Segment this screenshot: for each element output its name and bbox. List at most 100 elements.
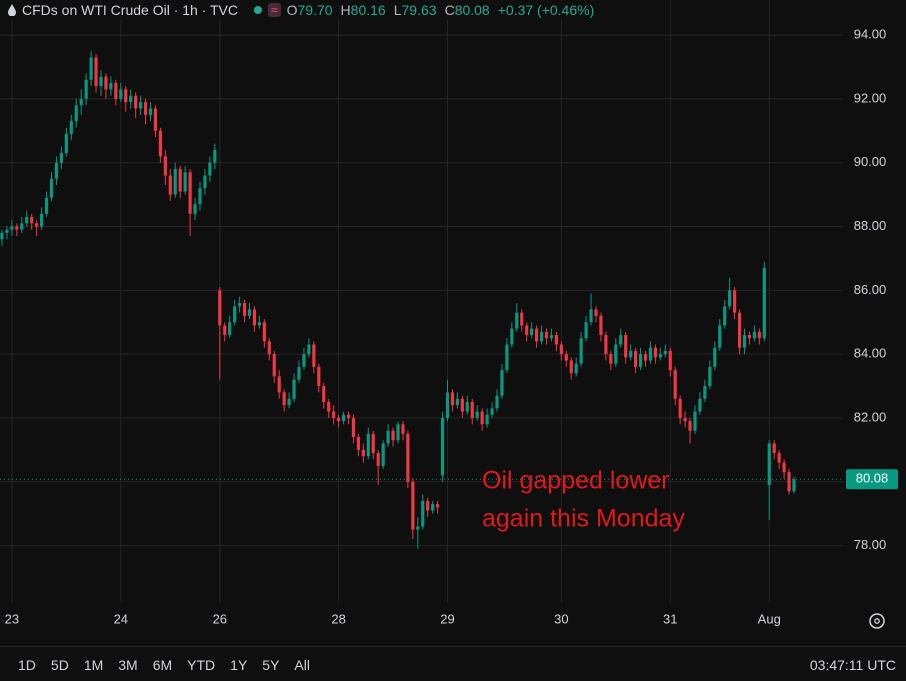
candle-body: [153, 108, 158, 131]
candle-body: [737, 312, 742, 348]
candle-body: [554, 335, 558, 345]
candle-body: [0, 232, 4, 240]
candle-body: [114, 82, 118, 99]
candle-body: [589, 309, 593, 323]
candle-body: [238, 303, 242, 307]
range-button[interactable]: 1M: [83, 656, 104, 673]
y-tick-label: 78.00: [854, 537, 887, 552]
candle-body: [708, 366, 712, 387]
candle-body: [262, 322, 266, 342]
candle-body: [20, 223, 24, 230]
candle-body: [579, 338, 583, 364]
toolbar: 1D 5D 1M 3M 6M YTD 1Y 5Y All 03:47:11 UTC: [0, 646, 906, 681]
candle-body: [252, 309, 257, 326]
candle-body: [134, 95, 138, 109]
candle-body: [183, 172, 187, 192]
candle-body: [223, 325, 227, 335]
candle-body: [782, 462, 786, 473]
candle-body: [277, 376, 281, 393]
ohlc-value: 80.08: [454, 2, 490, 18]
candle-body: [495, 395, 499, 409]
candle-body: [762, 268, 766, 339]
candle-body: [64, 134, 68, 154]
candle-body: [792, 479, 796, 492]
candle-body: [173, 169, 177, 195]
candle-body: [485, 414, 489, 425]
candle-body: [267, 341, 271, 355]
candle-body: [297, 366, 301, 380]
candle-body: [668, 350, 672, 371]
last-price-label: 80.08: [856, 471, 889, 486]
candle-body: [188, 172, 192, 214]
range-button[interactable]: YTD: [187, 656, 216, 673]
candle-body: [10, 226, 14, 230]
candle-body: [757, 331, 761, 339]
range-button[interactable]: 1D: [18, 656, 36, 673]
candle-body: [366, 433, 370, 457]
candle-body: [376, 453, 380, 466]
candle-body: [643, 354, 648, 361]
candle-body: [723, 306, 727, 326]
y-tick-label: 94.00: [854, 27, 887, 42]
candle-body: [381, 443, 385, 466]
range-button[interactable]: 3M: [118, 656, 138, 673]
candle-body: [752, 331, 756, 339]
candle-body: [505, 344, 509, 371]
candle-body: [599, 315, 603, 335]
candle-body: [624, 335, 628, 358]
candle-body: [143, 102, 148, 115]
candle-body: [733, 290, 737, 313]
candle-body: [411, 481, 415, 530]
candle-body: [455, 398, 459, 406]
candle-body: [317, 366, 321, 387]
candle-body: [371, 433, 375, 454]
y-tick-label: 92.00: [854, 90, 887, 105]
ohlc-key: L: [393, 2, 402, 18]
candle-body: [584, 322, 588, 339]
candle-body: [450, 392, 455, 406]
candle-body: [703, 386, 707, 399]
range-button[interactable]: 1Y: [230, 656, 248, 673]
candle-body: [525, 325, 529, 335]
candle-body: [158, 130, 162, 157]
candle-body: [346, 414, 351, 418]
candle-body: [59, 153, 63, 163]
candle-body: [653, 347, 657, 358]
candle-body: [35, 223, 39, 227]
range-button[interactable]: 5D: [50, 656, 69, 673]
candle-body: [549, 335, 554, 339]
candle-body: [787, 472, 791, 492]
candle-body: [470, 402, 474, 418]
candle-body: [698, 398, 702, 412]
candle-body: [104, 76, 108, 90]
candle-body: [431, 504, 435, 511]
candle-body: [594, 309, 598, 316]
candle-body: [426, 500, 430, 511]
candle-body: [129, 95, 133, 103]
candle-body: [44, 197, 49, 214]
range-buttons: 1D 5D 1M 3M 6M YTD 1Y 5Y All: [18, 657, 310, 673]
y-tick-label: 86.00: [854, 282, 887, 297]
annotation: again this Monday: [482, 505, 685, 533]
candle-body: [282, 392, 286, 406]
candle-body: [332, 411, 336, 418]
ohlc-value: 80.16: [350, 2, 386, 18]
candle-body: [148, 108, 153, 115]
annotation: Oil gapped lower: [482, 467, 670, 495]
candle-body: [500, 370, 504, 396]
candle-body: [25, 216, 29, 224]
candle-body: [772, 443, 776, 454]
candle-body: [564, 354, 568, 361]
range-button[interactable]: All: [294, 656, 310, 673]
candle-body: [767, 443, 771, 485]
range-button[interactable]: 6M: [152, 656, 173, 673]
x-tick-label: 28: [331, 611, 345, 626]
candle-body: [327, 402, 331, 412]
range-button[interactable]: 5Y: [262, 656, 280, 673]
ohlc-value: 79.70: [297, 2, 333, 18]
candle-body: [510, 328, 514, 345]
candle-body: [119, 89, 123, 99]
status-icon: ≈: [268, 3, 281, 17]
candle-body: [475, 411, 479, 418]
candle-body: [322, 386, 326, 402]
